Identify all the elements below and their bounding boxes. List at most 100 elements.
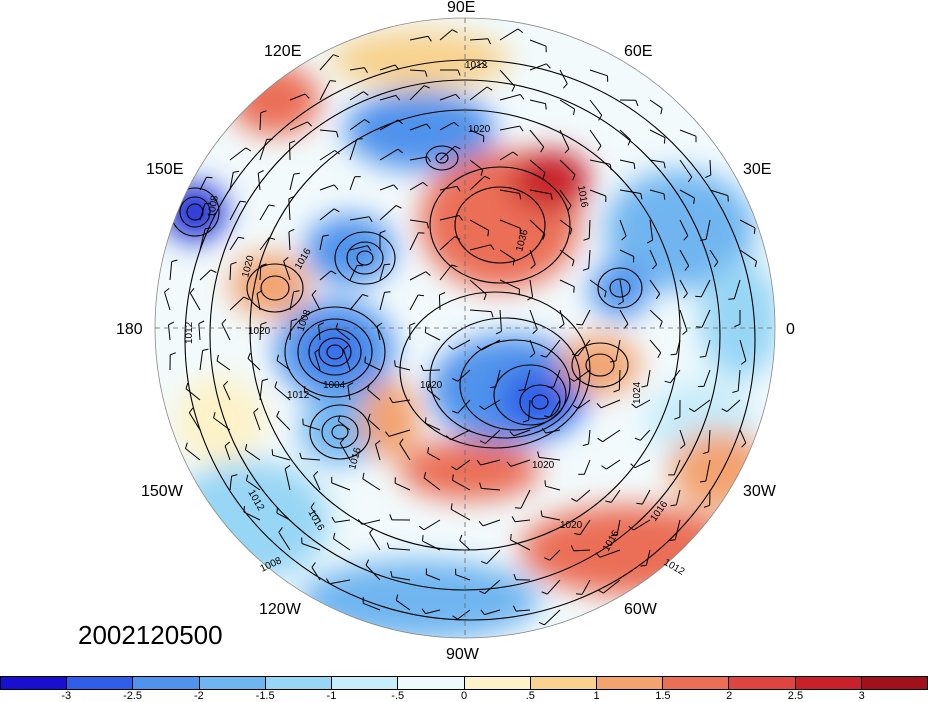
wind-barb — [481, 487, 501, 491]
wind-barb — [349, 67, 365, 71]
wind-barb-flag — [230, 261, 237, 265]
wind-barb-flag — [376, 322, 383, 327]
wind-barb — [615, 339, 621, 361]
wind-barb-flag — [422, 182, 428, 187]
isobar-label: 1008 — [206, 194, 221, 218]
wind-barb — [422, 540, 441, 551]
wind-barb — [221, 323, 231, 341]
wind-barb — [709, 189, 729, 197]
wind-barb-flag — [231, 474, 238, 477]
wind-barb-flag — [601, 465, 607, 470]
wind-barb-flag — [532, 329, 538, 334]
wind-barb-flag — [695, 295, 702, 298]
lon-label-0: 0 — [786, 321, 795, 338]
wind-barb — [319, 129, 337, 133]
colorbar-segment — [133, 677, 200, 689]
wind-barb-flag — [728, 298, 735, 300]
wind-barb-flag — [546, 63, 551, 69]
wind-barb-flag — [453, 121, 459, 127]
wind-barb — [619, 159, 635, 164]
wind-barb-flag — [188, 407, 194, 414]
wind-barb-flag — [702, 451, 709, 455]
isobar-label: 1020 — [420, 380, 443, 391]
wind-barb — [703, 369, 711, 387]
wind-barb-flag — [630, 463, 636, 469]
wind-barb — [737, 369, 741, 391]
wind-barb — [426, 389, 441, 401]
wind-barb — [224, 445, 231, 461]
wind-barb — [455, 574, 471, 581]
wind-barb — [367, 389, 381, 401]
wind-barb-flag — [514, 507, 522, 509]
colorbar-segment — [464, 677, 531, 689]
wind-barb-flag — [364, 356, 366, 363]
colorbar — [0, 676, 928, 690]
wind-barb-flag — [333, 208, 340, 213]
wind-barb-flag — [303, 385, 306, 392]
wind-barb-flag — [409, 322, 416, 326]
wind-barb — [425, 609, 441, 615]
wind-barb-flag — [268, 204, 275, 207]
wind-barb — [577, 399, 591, 410]
wind-barb-flag — [452, 378, 458, 382]
wind-barb — [484, 609, 501, 616]
wind-barb — [573, 549, 591, 552]
wind-barb-flag — [204, 202, 211, 205]
wind-barb-flag — [185, 442, 188, 449]
wind-barb-flag — [640, 193, 643, 200]
wind-barb-flag — [452, 410, 458, 414]
wind-barb-flag — [223, 380, 229, 386]
wind-barb-flag — [253, 408, 259, 413]
wind-barb — [619, 129, 631, 141]
wind-barb-flag — [570, 545, 575, 552]
wind-barb — [319, 184, 335, 191]
wind-barb-flag — [274, 381, 278, 388]
lon-label-60w: 60W — [624, 601, 658, 618]
wind-barb-flag — [233, 170, 240, 173]
wind-barb — [311, 567, 321, 581]
wind-barb — [499, 279, 520, 290]
wind-barb — [645, 549, 651, 566]
wind-barb-flag — [544, 415, 551, 418]
wind-barb-flag — [170, 352, 176, 356]
wind-barb — [274, 386, 291, 401]
lon-label-90w: 90W — [446, 646, 480, 663]
wind-barb-flag — [633, 163, 636, 170]
wind-barb-flag — [291, 318, 298, 322]
wind-barb-flag — [740, 360, 747, 365]
wind-barb — [457, 609, 471, 620]
wind-barb — [589, 129, 602, 146]
wind-barb-flag — [457, 69, 461, 76]
wind-barb — [679, 279, 688, 294]
wind-barb — [319, 54, 334, 71]
wind-barb — [679, 189, 695, 199]
wind-barb — [573, 369, 591, 382]
wind-barb — [259, 324, 262, 341]
wind-barb-flag — [276, 354, 279, 361]
lon-label-30w: 30W — [743, 483, 777, 500]
wind-barb-flag — [684, 265, 690, 271]
wind-barb-flag — [512, 259, 515, 266]
wind-barb-flag — [256, 289, 263, 295]
wind-barb-flag — [389, 397, 394, 403]
wind-barb-flag — [171, 259, 178, 263]
wind-barb — [589, 99, 603, 116]
wind-barb-flag — [299, 452, 302, 459]
wind-barb — [375, 444, 381, 461]
isobar-label: 1004 — [323, 380, 346, 391]
wind-barb-flag — [393, 184, 399, 190]
wind-barb-flag — [640, 564, 647, 567]
wind-barb — [529, 39, 547, 47]
wind-barb-flag — [683, 293, 688, 299]
wind-barb-flag — [544, 480, 547, 487]
isobar-label: 1020 — [560, 520, 583, 531]
wind-barb-flag — [631, 403, 637, 409]
wind-barb — [361, 519, 381, 525]
wind-barb — [337, 420, 351, 431]
wind-barb-flag — [189, 287, 195, 294]
wind-barb-flag — [574, 533, 581, 536]
wind-barb — [334, 519, 351, 523]
wind-barb — [602, 579, 621, 594]
wind-barb — [349, 119, 365, 131]
wind-barb — [469, 159, 484, 171]
